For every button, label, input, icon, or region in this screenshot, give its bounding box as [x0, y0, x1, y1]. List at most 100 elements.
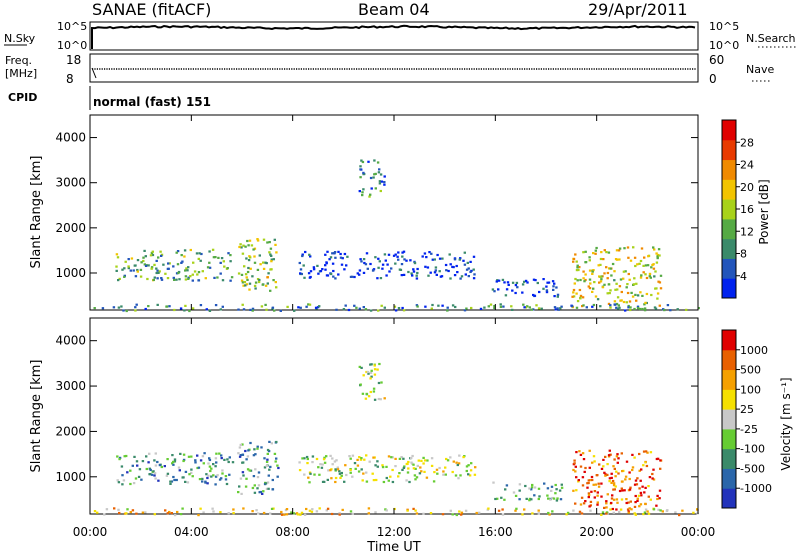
data-cell	[334, 468, 337, 471]
data-cell	[615, 498, 619, 501]
data-cell	[514, 291, 517, 295]
data-cell	[266, 241, 269, 244]
data-cell	[656, 297, 659, 300]
data-cell	[379, 189, 382, 193]
data-cell	[600, 278, 603, 281]
data-cell	[270, 260, 273, 263]
data-cell	[377, 309, 380, 312]
data-cell	[401, 468, 404, 471]
data-cell	[370, 363, 373, 366]
data-cell	[572, 260, 575, 263]
data-cell	[163, 465, 166, 468]
data-cell	[308, 509, 312, 512]
data-cell	[197, 271, 201, 274]
data-cell	[365, 252, 369, 255]
data-cell	[299, 513, 302, 516]
data-cell	[341, 257, 344, 260]
data-cell	[269, 289, 272, 292]
data-cell	[173, 514, 177, 517]
data-cell	[599, 263, 602, 266]
x-tick-label: 12:00	[377, 525, 412, 539]
nsky-tick-bottom: 10^0	[57, 39, 87, 52]
data-cell	[215, 461, 218, 464]
nsearch-tick-top: 10^5	[709, 20, 739, 33]
data-cell	[611, 479, 615, 483]
data-cell	[383, 397, 386, 400]
data-cell	[597, 485, 601, 488]
data-cell	[643, 491, 646, 494]
data-cell	[198, 252, 201, 255]
data-cell	[624, 478, 627, 481]
data-cell	[653, 248, 656, 251]
data-cell	[537, 307, 541, 310]
data-cell	[182, 453, 186, 456]
data-cell	[307, 272, 311, 275]
data-cell	[523, 508, 526, 511]
data-cell	[229, 254, 232, 257]
data-cell	[424, 305, 427, 308]
data-cell	[464, 273, 467, 276]
data-cell	[459, 257, 462, 260]
data-cell	[337, 250, 340, 253]
data-cell	[264, 482, 268, 485]
data-cell	[605, 506, 608, 509]
data-cell	[268, 468, 271, 471]
data-cell	[181, 507, 184, 510]
data-cell	[611, 494, 614, 497]
data-cell	[199, 507, 202, 510]
data-cell	[168, 305, 171, 308]
colorbar-swatch	[722, 369, 736, 390]
data-cell	[245, 477, 248, 480]
data-cell	[374, 256, 377, 259]
data-cell	[254, 453, 257, 456]
data-cell	[274, 281, 277, 284]
data-cell	[189, 275, 192, 278]
data-cell	[492, 481, 495, 484]
data-cell	[548, 513, 551, 516]
data-cell	[166, 512, 169, 515]
data-cell	[298, 261, 301, 265]
data-cell	[641, 485, 644, 488]
data-cell	[605, 511, 609, 514]
data-cell	[243, 265, 246, 268]
data-cell	[379, 173, 383, 176]
data-cell	[634, 513, 637, 516]
data-cell	[244, 284, 247, 287]
data-cell	[242, 308, 246, 311]
data-cell	[374, 172, 377, 175]
data-cell	[334, 476, 338, 480]
data-cell	[273, 452, 277, 455]
data-cell	[365, 370, 368, 374]
data-cell	[397, 307, 401, 310]
data-cell	[377, 257, 380, 260]
data-cell	[227, 460, 230, 464]
data-cell	[547, 511, 550, 515]
data-cell	[697, 307, 700, 310]
data-cell	[640, 494, 643, 497]
data-cell	[253, 284, 257, 287]
data-cell	[221, 472, 224, 475]
data-cell	[176, 250, 180, 253]
data-cell	[602, 258, 605, 261]
data-cell	[315, 510, 319, 513]
data-cell	[301, 254, 304, 258]
data-cell	[524, 484, 527, 488]
data-cell	[367, 160, 370, 163]
data-cell	[581, 305, 584, 308]
data-cell	[129, 269, 132, 272]
data-cell	[364, 308, 368, 311]
data-cell	[405, 259, 408, 262]
data-cell	[555, 488, 558, 491]
scatter-region	[358, 362, 386, 401]
data-cell	[353, 304, 356, 307]
data-cell	[605, 512, 608, 515]
data-cell	[170, 512, 173, 515]
data-cell	[364, 263, 368, 266]
data-cell	[96, 511, 99, 514]
data-cell	[572, 295, 576, 298]
data-cell	[655, 457, 659, 461]
data-cell	[133, 455, 136, 458]
data-cell	[241, 252, 245, 255]
data-cell	[332, 275, 335, 278]
data-cell	[187, 266, 190, 269]
